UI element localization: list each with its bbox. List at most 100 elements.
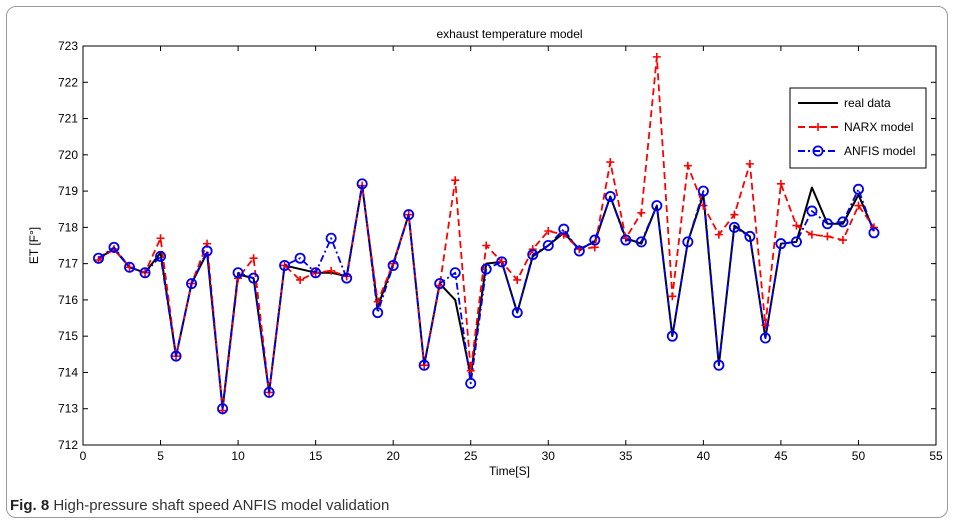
legend-label-narx-model: NARX model xyxy=(844,120,913,134)
point-narx-model xyxy=(652,52,661,61)
series-layer xyxy=(93,52,880,415)
y-tick-label: 722 xyxy=(58,75,78,89)
legend-label-anfis-model: ANFIS model xyxy=(844,144,915,158)
chart-title: exhaust temperature model xyxy=(436,27,582,41)
point-anfis-model xyxy=(434,278,446,290)
y-tick-label: 721 xyxy=(58,112,78,126)
point-anfis-model xyxy=(465,377,477,389)
x-tick-label: 10 xyxy=(231,449,245,463)
series-line-anfis-model xyxy=(97,182,875,410)
point-anfis-model xyxy=(821,218,833,230)
point-anfis-model xyxy=(279,259,291,271)
x-tick-label: 55 xyxy=(929,449,943,463)
y-tick-label: 719 xyxy=(58,184,78,198)
x-tick-label: 0 xyxy=(80,449,87,463)
point-anfis-model xyxy=(558,223,570,235)
point-anfis-model xyxy=(310,267,322,279)
point-anfis-model xyxy=(573,245,585,257)
x-tick-label: 25 xyxy=(464,449,478,463)
x-tick-label: 45 xyxy=(774,449,788,463)
point-anfis-model xyxy=(790,236,802,248)
point-anfis-model xyxy=(155,250,167,262)
y-tick-label: 713 xyxy=(58,402,78,416)
point-narx-model xyxy=(792,221,801,230)
point-narx-model xyxy=(606,158,615,167)
y-tick-label: 723 xyxy=(58,39,78,53)
x-tick-label: 40 xyxy=(697,449,711,463)
point-anfis-model xyxy=(356,178,368,190)
point-narx-model xyxy=(683,161,692,170)
axis-ticks: 0 5 10 15 20 25 30 35 40 45 50 55 712 713 714 715 716 717… xyxy=(58,39,943,463)
point-narx-model xyxy=(296,275,305,284)
point-anfis-model xyxy=(186,278,198,290)
legend: real data NARX model ANFIS model xyxy=(789,87,927,169)
point-anfis-model xyxy=(341,272,353,284)
point-anfis-model xyxy=(759,332,771,344)
point-anfis-model xyxy=(201,245,213,257)
point-anfis-model xyxy=(139,267,151,279)
caption-text: High-pressure shaft speed ANFIS model va… xyxy=(53,497,390,514)
point-anfis-model xyxy=(217,403,229,415)
point-anfis-model xyxy=(682,236,694,248)
x-tick-label: 20 xyxy=(387,449,401,463)
x-tick-label: 15 xyxy=(309,449,323,463)
x-tick-label: 35 xyxy=(619,449,633,463)
point-anfis-model xyxy=(418,359,430,371)
point-anfis-model xyxy=(542,239,554,251)
y-axis-label: ET [F°] xyxy=(27,227,41,264)
point-anfis-model xyxy=(837,216,849,228)
point-anfis-model xyxy=(387,259,399,271)
point-anfis-model xyxy=(449,267,461,279)
point-anfis-model xyxy=(728,221,740,233)
point-narx-model xyxy=(544,226,553,235)
point-anfis-model xyxy=(124,261,136,273)
point-anfis-model xyxy=(170,350,182,362)
point-narx-model xyxy=(714,230,723,239)
point-anfis-model xyxy=(713,359,725,371)
point-anfis-model xyxy=(248,272,260,284)
x-tick-label: 50 xyxy=(852,449,866,463)
point-anfis-model xyxy=(496,256,508,268)
point-anfis-model xyxy=(325,232,337,244)
caption-label: Fig. 8 xyxy=(10,497,50,514)
y-tick-label: 712 xyxy=(58,438,78,452)
point-narx-model xyxy=(823,232,832,241)
legend-label-real-data: real data xyxy=(844,96,891,110)
y-tick-label: 720 xyxy=(58,148,78,162)
point-anfis-model xyxy=(480,263,492,275)
point-narx-model xyxy=(668,292,677,301)
point-narx-model xyxy=(451,176,460,185)
legend-marker-narx-model xyxy=(814,123,822,131)
y-tick-label: 714 xyxy=(58,365,78,379)
point-narx-model xyxy=(854,201,863,210)
point-anfis-model xyxy=(263,386,275,398)
point-narx-model xyxy=(699,201,708,210)
point-anfis-model xyxy=(232,267,244,279)
figure-caption: Fig. 8 High-pressure shaft speed ANFIS m… xyxy=(10,497,389,514)
y-tick-label: 717 xyxy=(58,257,78,271)
point-anfis-model xyxy=(806,205,818,217)
point-anfis-model xyxy=(635,236,647,248)
point-narx-model xyxy=(637,208,646,217)
point-narx-model xyxy=(466,366,475,375)
point-anfis-model xyxy=(604,191,616,203)
point-anfis-model xyxy=(93,252,105,264)
point-narx-model xyxy=(807,230,816,239)
point-anfis-model xyxy=(403,209,415,221)
point-narx-model xyxy=(776,179,785,188)
point-anfis-model xyxy=(527,249,539,261)
point-anfis-model xyxy=(651,200,663,212)
point-narx-model xyxy=(156,234,165,243)
point-anfis-model xyxy=(108,241,120,253)
point-narx-model xyxy=(730,210,739,219)
point-anfis-model xyxy=(775,238,787,250)
point-narx-model xyxy=(249,254,258,263)
point-narx-model xyxy=(327,266,336,275)
y-tick-label: 716 xyxy=(58,293,78,307)
point-anfis-model xyxy=(294,252,306,264)
y-tick-label: 715 xyxy=(58,329,78,343)
x-tick-label: 30 xyxy=(542,449,556,463)
x-tick-label: 5 xyxy=(157,449,164,463)
point-narx-model xyxy=(513,275,522,284)
